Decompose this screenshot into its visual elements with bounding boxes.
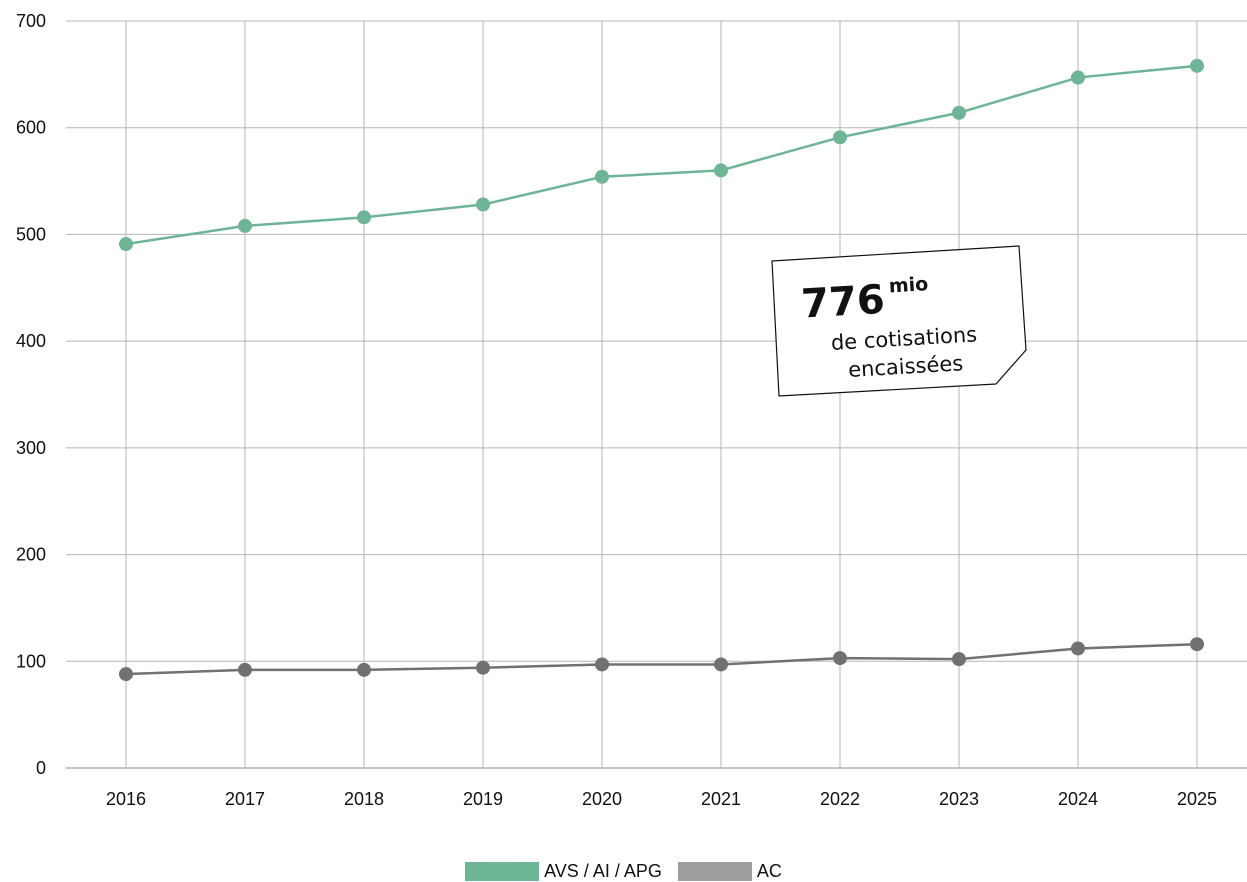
data-point bbox=[1190, 58, 1204, 73]
data-point bbox=[833, 130, 847, 145]
data-point bbox=[952, 652, 966, 667]
x-tick-label: 2016 bbox=[106, 789, 146, 809]
callout-number: 776 bbox=[800, 277, 886, 328]
y-tick-label: 100 bbox=[16, 651, 46, 671]
x-tick-label: 2018 bbox=[344, 789, 384, 809]
x-tick-label: 2023 bbox=[939, 789, 979, 809]
y-tick-label: 700 bbox=[16, 11, 46, 31]
legend-item-avs: AVS / AI / APG bbox=[465, 861, 662, 882]
data-point bbox=[476, 197, 490, 212]
grid bbox=[66, 20, 1247, 769]
data-point bbox=[595, 657, 609, 672]
y-tick-label: 300 bbox=[16, 438, 46, 458]
data-point bbox=[714, 163, 728, 178]
legend: AVS / AI / APG AC bbox=[0, 860, 1247, 882]
y-tick-label: 600 bbox=[16, 118, 46, 138]
data-point bbox=[476, 660, 490, 675]
y-tick-label: 500 bbox=[16, 224, 46, 244]
data-point bbox=[357, 662, 371, 677]
series bbox=[119, 58, 1204, 682]
legend-swatch-avs bbox=[465, 861, 540, 881]
data-point bbox=[357, 210, 371, 225]
x-tick-label: 2019 bbox=[463, 789, 503, 809]
series-line-1 bbox=[125, 642, 1198, 676]
y-tick-label: 200 bbox=[16, 545, 46, 565]
series-line-0 bbox=[125, 64, 1198, 246]
data-point bbox=[1071, 641, 1085, 656]
y-tick-label: 400 bbox=[16, 331, 46, 351]
x-tick-label: 2020 bbox=[582, 789, 622, 809]
callout-unit: mio bbox=[888, 273, 929, 297]
x-tick-label: 2022 bbox=[820, 789, 860, 809]
data-point bbox=[833, 651, 847, 666]
x-tick-label: 2021 bbox=[701, 789, 741, 809]
callout-frame bbox=[771, 245, 1027, 397]
legend-label-ac: AC bbox=[756, 860, 782, 881]
x-tick-label: 2024 bbox=[1058, 789, 1098, 809]
data-point bbox=[595, 169, 609, 184]
y-tick-label: 0 bbox=[36, 758, 46, 778]
x-tick-label: 2017 bbox=[225, 789, 265, 809]
legend-swatch-ac bbox=[677, 861, 752, 881]
data-point bbox=[119, 667, 133, 682]
legend-label-avs: AVS / AI / APG bbox=[544, 860, 662, 881]
data-point bbox=[714, 657, 728, 672]
data-point bbox=[1071, 70, 1085, 85]
axis-ticks: 0 100 200 300 400 500 600 700 2016 2017 2018 2019 20… bbox=[16, 11, 1217, 809]
legend-item-ac: AC bbox=[677, 860, 782, 882]
data-point bbox=[1190, 637, 1204, 652]
callout-box: 776 mio de cotisations encaissées bbox=[771, 245, 1027, 397]
x-tick-label: 2025 bbox=[1177, 789, 1217, 809]
data-point bbox=[238, 218, 252, 233]
data-point bbox=[238, 662, 252, 677]
data-point bbox=[119, 237, 133, 252]
data-point bbox=[952, 105, 966, 120]
